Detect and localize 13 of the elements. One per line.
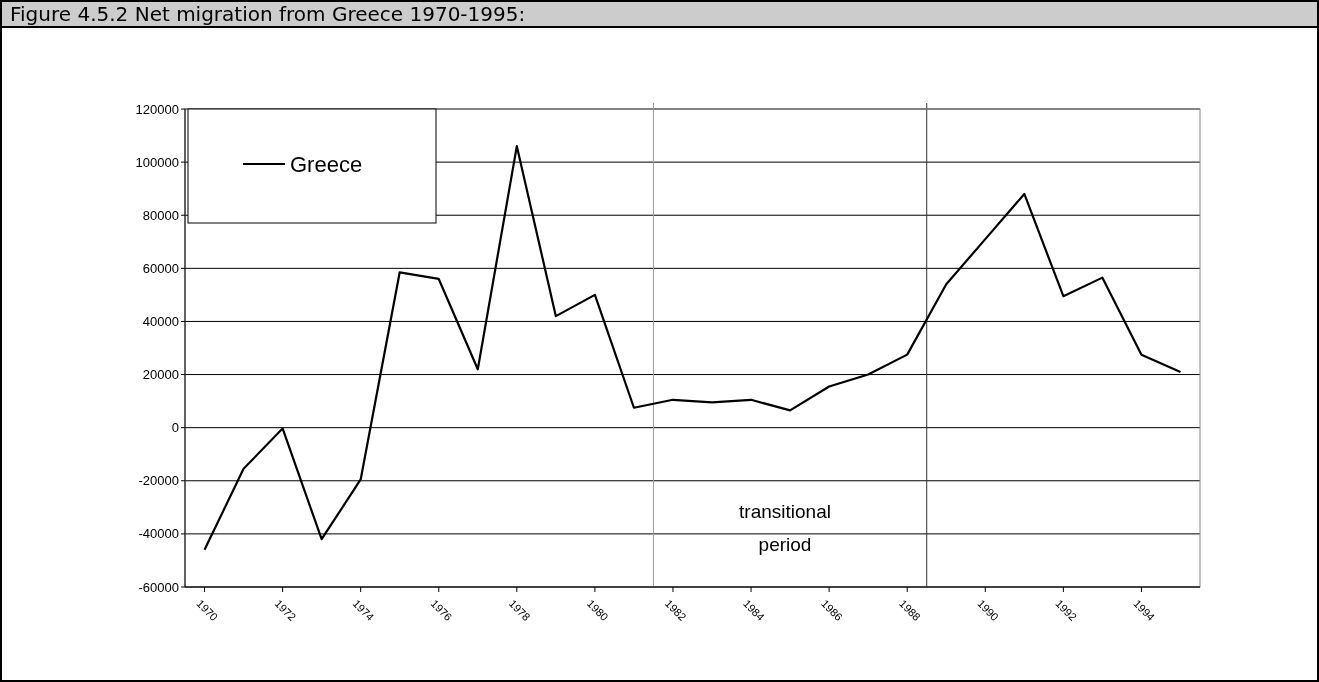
y-tick-label: 100000	[135, 154, 179, 170]
y-tick-label: 20000	[142, 367, 179, 383]
chart-title: Figure 4.5.2 Net migration from Greece 1970-1995:	[10, 2, 526, 26]
legend-label: Greece	[290, 151, 363, 177]
y-tick-label: -40000	[138, 526, 179, 542]
y-tick-label: 120000	[135, 101, 179, 117]
annotation: transitional period	[739, 501, 831, 555]
y-tick-label: 40000	[142, 313, 179, 329]
y-tick-label: -20000	[138, 473, 179, 489]
y-tick-label: -60000	[138, 579, 179, 595]
y-tick-label: 60000	[142, 260, 179, 276]
y-tick-label: 80000	[142, 207, 179, 223]
y-tick-label: 0	[171, 420, 179, 436]
